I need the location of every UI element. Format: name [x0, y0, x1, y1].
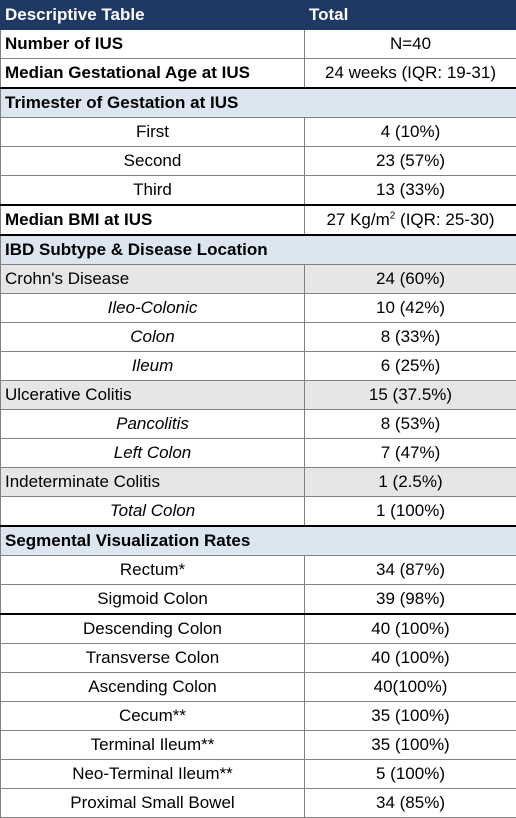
row-value: 15 (37.5%) [305, 381, 516, 410]
table-row: Third 13 (33%) [1, 176, 516, 206]
row-value: 13 (33%) [305, 176, 516, 206]
row-value: 39 (98%) [305, 585, 516, 615]
table-row: Median Gestational Age at IUS 24 weeks (… [1, 59, 516, 89]
row-label: Rectum* [1, 556, 305, 585]
row-value: 35 (100%) [305, 731, 516, 760]
table-row: Neo-Terminal Ileum**5 (100%) [1, 760, 516, 789]
row-value: 23 (57%) [305, 147, 516, 176]
row-value: 35 (100%) [305, 702, 516, 731]
table-row: Median BMI at IUS 27 Kg/m2 (IQR: 25-30) [1, 205, 516, 235]
row-value: 8 (33%) [305, 323, 516, 352]
row-label-gestational-age: Median Gestational Age at IUS [1, 59, 305, 89]
row-value: 4 (10%) [305, 118, 516, 147]
row-value-bmi: 27 Kg/m2 (IQR: 25-30) [305, 205, 516, 235]
row-value: 24 (60%) [305, 265, 516, 294]
row-label: First [1, 118, 305, 147]
table-row: Terminal Ileum**35 (100%) [1, 731, 516, 760]
section-title-ibd: IBD Subtype & Disease Location [1, 235, 516, 265]
table-row: Cecum**35 (100%) [1, 702, 516, 731]
row-label: Indeterminate Colitis [1, 468, 305, 497]
row-label: Total Colon [1, 497, 305, 527]
row-value: 10 (42%) [305, 294, 516, 323]
row-label: Ascending Colon [1, 673, 305, 702]
row-value-gestational-age: 24 weeks (IQR: 19-31) [305, 59, 516, 89]
row-value-number-of-ius: N=40 [305, 30, 516, 59]
section-header-trimester: Trimester of Gestation at IUS [1, 88, 516, 118]
row-label: Cecum** [1, 702, 305, 731]
section-title-trimester: Trimester of Gestation at IUS [1, 88, 516, 118]
row-label: Colon [1, 323, 305, 352]
table-row: Second 23 (57%) [1, 147, 516, 176]
row-label: Sigmoid Colon [1, 585, 305, 615]
bmi-value-prefix: 27 Kg/m [326, 210, 389, 229]
row-value: 1 (2.5%) [305, 468, 516, 497]
row-value: 34 (87%) [305, 556, 516, 585]
header-col-total: Total [305, 1, 516, 30]
row-value: 6 (25%) [305, 352, 516, 381]
section-header-segmental: Segmental Visualization Rates [1, 526, 516, 556]
row-label: Transverse Colon [1, 644, 305, 673]
table-header-row: Descriptive Table Total [1, 1, 516, 30]
header-col-descriptive: Descriptive Table [1, 1, 305, 30]
bmi-value-suffix: (IQR: 25-30) [395, 210, 494, 229]
row-label: Neo-Terminal Ileum** [1, 760, 305, 789]
section-title-segmental: Segmental Visualization Rates [1, 526, 516, 556]
row-value: 40 (100%) [305, 614, 516, 644]
row-label: Terminal Ileum** [1, 731, 305, 760]
row-label-bmi: Median BMI at IUS [1, 205, 305, 235]
row-label: Descending Colon [1, 614, 305, 644]
row-value: 34 (85%) [305, 789, 516, 818]
row-value: 5 (100%) [305, 760, 516, 789]
row-label: Ulcerative Colitis [1, 381, 305, 410]
row-label-number-of-ius: Number of IUS [1, 30, 305, 59]
table-row: First 4 (10%) [1, 118, 516, 147]
row-value: 40 (100%) [305, 644, 516, 673]
row-value: 1 (100%) [305, 497, 516, 527]
row-value: 8 (53%) [305, 410, 516, 439]
row-value: 7 (47%) [305, 439, 516, 468]
row-value: 40(100%) [305, 673, 516, 702]
row-label: Proximal Small Bowel [1, 789, 305, 818]
row-label: Pancolitis [1, 410, 305, 439]
row-label: Ileum [1, 352, 305, 381]
row-label: Third [1, 176, 305, 206]
table-row: Rectum*34 (87%) [1, 556, 516, 585]
row-label: Second [1, 147, 305, 176]
section-header-ibd: IBD Subtype & Disease Location [1, 235, 516, 265]
row-label: Ileo-Colonic [1, 294, 305, 323]
row-label: Left Colon [1, 439, 305, 468]
table-row: Number of IUS N=40 [1, 30, 516, 59]
row-label: Crohn's Disease [1, 265, 305, 294]
